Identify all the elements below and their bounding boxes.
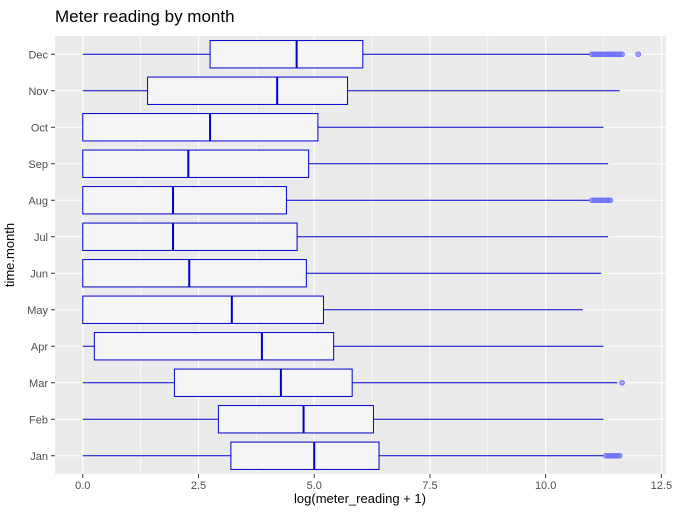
x-tick-label: 5.0 — [307, 480, 322, 492]
box-iqr — [93, 332, 335, 361]
box-series — [82, 40, 642, 470]
x-tick-label: 0.0 — [75, 480, 90, 492]
outlier-point — [619, 51, 625, 58]
box-iqr — [209, 40, 364, 69]
box-iqr — [82, 186, 287, 215]
box-iqr — [82, 259, 307, 288]
box-apr — [82, 332, 604, 361]
x-axis-title: log(meter_reading + 1) — [294, 491, 426, 506]
box-iqr — [82, 295, 324, 324]
plot-panel — [55, 36, 666, 474]
box-iqr — [217, 405, 374, 434]
box-feb — [82, 405, 604, 434]
box-iqr — [82, 222, 298, 251]
box-iqr — [230, 441, 380, 470]
x-tick-label: 2.5 — [191, 480, 206, 492]
y-tick-label: Aug — [28, 195, 48, 207]
x-tick-label: 10.0 — [535, 480, 556, 492]
outlier-point — [619, 379, 625, 386]
y-tick-label: Apr — [31, 341, 48, 353]
y-tick-label: Jul — [34, 232, 48, 244]
box-sep — [82, 149, 609, 178]
box-iqr — [82, 113, 319, 142]
y-axis-title: time.month — [2, 223, 17, 287]
box-dec — [82, 40, 642, 69]
y-tick-label: Oct — [31, 122, 48, 134]
x-tick-label: 12.5 — [651, 480, 672, 492]
y-tick-label: Sep — [28, 159, 48, 171]
y-tick-label: Feb — [29, 414, 48, 426]
y-tick-label: Nov — [28, 86, 48, 98]
y-tick-label: Jan — [30, 451, 48, 463]
box-nov — [82, 76, 620, 105]
y-tick-label: Dec — [28, 49, 48, 61]
x-tick-label: 7.5 — [422, 480, 437, 492]
box-jun — [82, 259, 602, 288]
box-aug — [82, 186, 614, 215]
box-jan — [82, 441, 623, 470]
box-mar — [82, 368, 625, 397]
y-tick-label: Jun — [30, 268, 48, 280]
box-jul — [82, 222, 609, 251]
outlier-point — [635, 51, 642, 58]
outlier-point — [616, 452, 623, 459]
axes: 0.0 2.5 5.0 7.5 10.0 12.5 Jan Feb Mar Apr May Jun Ju… — [27, 49, 672, 492]
box-may — [82, 295, 583, 324]
box-oct — [82, 113, 604, 142]
y-tick-label: May — [27, 305, 48, 317]
box-iqr — [82, 149, 310, 178]
chart-title: Meter reading by month — [55, 7, 235, 26]
outlier-point — [607, 197, 614, 204]
box-iqr — [147, 76, 349, 105]
box-iqr — [173, 368, 353, 397]
y-tick-label: Mar — [29, 378, 48, 390]
